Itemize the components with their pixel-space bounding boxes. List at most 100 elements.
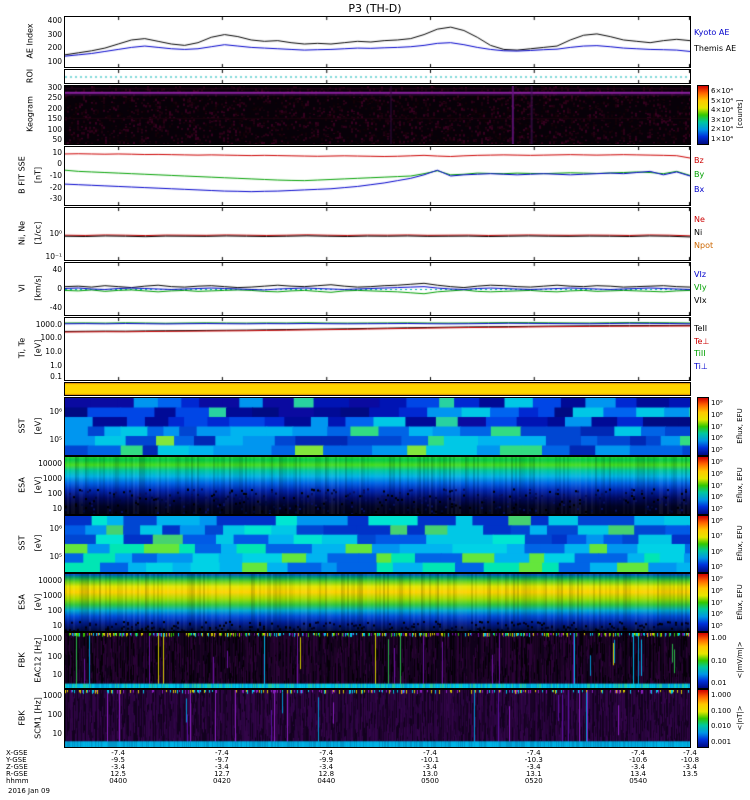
- colorbar-tick-keogram-1: 5×10⁴: [711, 96, 734, 105]
- colorbar-tick-keogram-3: 3×10⁴: [711, 115, 734, 124]
- plot-canvas-sst_ions: [64, 515, 691, 573]
- plot-canvas-temperature: [64, 317, 691, 381]
- axis-value-z-gse-1: -3.4: [215, 763, 229, 771]
- ytick-esa_electrons: 100: [47, 489, 62, 499]
- axis-value-x-gse-1: -7.4: [215, 749, 229, 757]
- axis-value-r-gse-0: 12.5: [110, 770, 126, 778]
- colorbar-esa_electrons: [697, 456, 709, 515]
- ylabel-sub-sst_ions: [eV]: [33, 534, 43, 552]
- series-label-b_fit-2: Bx: [694, 184, 705, 194]
- colorbar-tick-sst_electrons-4: 10⁵: [711, 446, 723, 454]
- ytick-b_fit: -10: [49, 171, 62, 180]
- axis-row-label-hhmm: hhmm: [6, 777, 29, 785]
- ytick-keogram: 100: [47, 124, 62, 134]
- series-label-temperature-0: TeII: [694, 324, 708, 334]
- ytick-fbk_eac12: 100: [47, 651, 62, 661]
- series-label-ae_index-1: Themis AE: [694, 44, 737, 54]
- ytick-esa_electrons: 10000: [38, 459, 62, 469]
- colorbar-tick-fbk_eac12-0: 1.00: [711, 634, 727, 642]
- axis-value-y-gse-6: -10.8: [680, 756, 700, 764]
- panel-sst_ions: SST [eV] 10⁶ 10⁵ 10⁸ 10⁷ 10⁶ 10⁵ Eflux, EFU: [0, 515, 750, 573]
- axis-value-y-gse-3: -10.1: [420, 756, 440, 764]
- colorbar-tick-fbk_eac12-1: 0.10: [711, 656, 727, 665]
- series-label-b_fit-0: Bz: [694, 155, 704, 165]
- axis-value-r-gse-6: 13.5: [682, 770, 698, 778]
- ytick-velocity: 0: [57, 284, 62, 293]
- ytick-sst_electrons: 10⁵: [49, 435, 62, 445]
- series-label-ae_index-0: Kyoto AE: [694, 27, 730, 37]
- ytick-density: 10⁻¹: [45, 252, 62, 261]
- colorbar-tick-sst_electrons-2: 10⁷: [711, 422, 723, 431]
- ytick-keogram: 50: [52, 134, 62, 144]
- colorbar-tick-sst_ions-3: 10⁵: [711, 563, 723, 571]
- colorbar-unit-sst_ions: Eflux, EFU: [736, 525, 744, 561]
- series-label-temperature-3: Ti⊥: [694, 361, 708, 371]
- axis-value-y-gse-4: -10.3: [524, 756, 543, 764]
- series-label-velocity-0: VIz: [694, 270, 707, 279]
- colorbar-tick-keogram-2: 4×10⁴: [711, 106, 734, 115]
- plot-canvas-keogram: [64, 85, 691, 145]
- ytick-ae_index: 200: [47, 43, 62, 53]
- colorbar-esa_ions: [697, 573, 709, 632]
- colorbar-tick-esa_ions-3: 10⁶: [711, 610, 723, 619]
- colorbar-tick-esa_electrons-0: 10⁹: [711, 458, 723, 466]
- ylabel-fbk_eac12: FBK: [17, 651, 27, 668]
- axis-value-y-gse-5: -10.6: [629, 756, 648, 764]
- plot-canvas-ae_index: [64, 16, 691, 68]
- axis-value-r-gse-3: 13.0: [422, 770, 438, 778]
- series-label-b_fit-1: By: [694, 170, 705, 179]
- series-label-temperature-2: TiII: [694, 349, 706, 359]
- ytick-b_fit: -20: [49, 182, 62, 192]
- axis-value-x-gse-2: -7.4: [319, 749, 334, 757]
- panel-flag_bar: [0, 382, 750, 396]
- ytick-keogram: 200: [47, 103, 62, 113]
- axis-value-y-gse-1: -9.7: [215, 756, 229, 764]
- series-label-density-0: Ne: [694, 215, 705, 224]
- page-title: P3 (TH-D): [348, 2, 402, 15]
- ytick-temperature: 1.0: [50, 361, 62, 371]
- colorbar-tick-fbk_scm1-0: 1.000: [711, 691, 732, 699]
- ytick-temperature: 10.0: [45, 347, 62, 357]
- colorbar-tick-sst_ions-0: 10⁸: [711, 517, 723, 525]
- colorbar-tick-fbk_scm1-2: 0.010: [711, 722, 732, 731]
- ytick-sst_ions: 10⁶: [49, 524, 62, 534]
- axis-value-hhmm-0: 0400: [109, 777, 128, 785]
- series-label-velocity-1: VIy: [694, 283, 707, 292]
- colorbar-tick-esa_ions-1: 10⁸: [711, 586, 723, 595]
- ytick-b_fit: 0: [57, 159, 62, 169]
- colorbar-tick-fbk_eac12-2: 0.01: [711, 679, 727, 687]
- panel-ae_index: AE Index 400 300 200 100 Kyoto AE Themis AE: [0, 16, 750, 68]
- ytick-fbk_scm1: 10: [52, 728, 62, 738]
- panel-esa_electrons: ESA [eV] 10000 1000 100 10 10⁹ 10⁸ 10⁷ 10⁶ 10⁵ Eflu…: [0, 456, 750, 515]
- ylabel-roi: ROI: [25, 68, 35, 83]
- axis-row-label-x-gse: X-GSE: [6, 749, 28, 757]
- colorbar-tick-esa_electrons-3: 10⁶: [711, 493, 723, 502]
- axis-value-r-gse-5: 13.4: [630, 770, 646, 778]
- axis-value-x-gse-0: -7.4: [111, 749, 125, 757]
- colorbar-unit-sst_electrons: Eflux, EFU: [736, 407, 744, 444]
- plot-canvas-sst_electrons: [64, 397, 691, 456]
- colorbar-tick-sst_electrons-0: 10⁹: [711, 399, 723, 407]
- axis-value-z-gse-4: -3.4: [526, 763, 541, 771]
- colorbar-sst_ions: [697, 515, 709, 573]
- axis-value-x-gse-6: -7.4: [683, 749, 697, 757]
- ytick-fbk_scm1: 100: [47, 709, 62, 719]
- axis-value-z-gse-6: -3.4: [683, 763, 697, 771]
- ytick-keogram: 250: [47, 93, 62, 103]
- axis-value-x-gse-4: -7.4: [526, 749, 541, 757]
- axis-value-y-gse-2: -9.9: [319, 756, 334, 764]
- axis-value-x-gse-5: -7.4: [631, 749, 645, 757]
- panel-sst_electrons: SST [eV] 10⁶ 10⁵ 10⁹ 10⁸ 10⁷ 10⁶ 10⁵ Eflux, EFU: [0, 397, 750, 456]
- colorbar-tick-esa_ions-2: 10⁷: [711, 598, 723, 607]
- axis-value-z-gse-3: -3.4: [423, 763, 437, 771]
- axis-row-label-y-gse: Y-GSE: [6, 756, 27, 764]
- ytick-ae_index: 400: [47, 16, 62, 26]
- ytick-sst_electrons: 10⁶: [49, 406, 62, 416]
- colorbar-unit-esa_ions: Eflux, EFU: [736, 583, 744, 620]
- panel-fbk_eac12: FBK EAC12 [Hz] 1000 100 10 1.00 0.10 0.01 <|mV/m…: [0, 632, 750, 689]
- axis-value-y-gse-0: -9.5: [111, 756, 125, 764]
- ytick-temperature: 100.0: [40, 333, 62, 343]
- colorbar-tick-sst_electrons-1: 10⁸: [711, 410, 723, 419]
- plot-canvas-b_fit: [64, 146, 691, 206]
